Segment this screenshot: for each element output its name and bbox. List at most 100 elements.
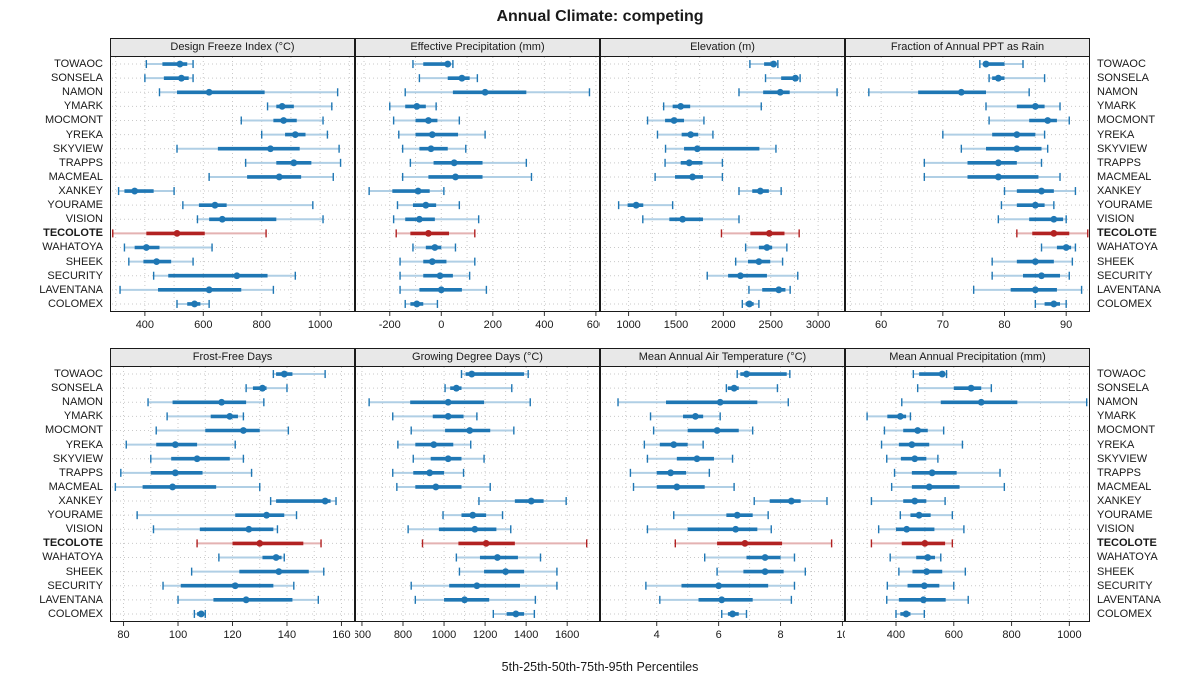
station-label-skyview: SKYVIEW xyxy=(52,142,103,155)
median-dot xyxy=(920,582,928,590)
percentile-interval-xankey xyxy=(269,497,337,506)
percentile-interval-ymark xyxy=(985,102,1061,111)
station-label-laventana: LAVENTANA xyxy=(1097,593,1161,606)
median-dot xyxy=(233,272,241,280)
median-dot xyxy=(921,539,929,547)
station-label-sonsela: SONSELA xyxy=(1097,382,1149,395)
x-axis: -200 0 200 400 600 xyxy=(379,312,600,331)
station-label-mocmont: MOCMONT xyxy=(1097,424,1156,437)
percentile-interval-mocmont xyxy=(240,116,324,125)
station-label-colomex: COLOMEX xyxy=(1097,607,1153,620)
median-dot xyxy=(473,582,481,590)
percentile-interval-trapps xyxy=(893,468,1001,477)
percentile-interval-mocmont xyxy=(883,426,945,435)
median-dot xyxy=(733,511,741,519)
panel-plot xyxy=(112,57,353,311)
station-labels-left: TOWAOC SONSELA NAMON YMARK MOCMONT YREKA SKYVI… xyxy=(26,38,110,311)
median-dot xyxy=(761,568,769,576)
median-dot xyxy=(169,483,176,491)
median-dot xyxy=(193,455,201,463)
percentile-interval-yreka xyxy=(656,130,714,139)
tick-label: 2500 xyxy=(758,319,782,331)
tick-label: 1000 xyxy=(616,319,640,331)
percentile-interval-security xyxy=(991,271,1070,280)
percentile-interval-yourame xyxy=(899,511,954,520)
median-dot xyxy=(426,469,434,477)
tick-label: 800 xyxy=(1002,629,1020,641)
percentile-interval-security xyxy=(410,581,558,590)
median-dot xyxy=(632,201,640,209)
median-dot xyxy=(776,88,784,96)
percentile-interval-skyview xyxy=(150,454,245,463)
median-dot xyxy=(218,215,226,223)
tick-label: 200 xyxy=(484,319,502,331)
percentile-interval-ymark xyxy=(266,102,333,111)
percentile-interval-towaoc xyxy=(460,370,529,379)
percentile-interval-namon xyxy=(868,88,1030,97)
median-dot xyxy=(763,244,771,251)
median-dot xyxy=(730,384,738,392)
panel-growing-degree-days-c-: Growing Degree Days (°C) 600 800 1000 1200 14… xyxy=(355,348,600,652)
percentile-interval-security xyxy=(886,581,955,590)
station-label-security: SECURITY xyxy=(1097,269,1153,282)
percentile-interval-sheek xyxy=(128,257,194,266)
percentile-interval-laventana xyxy=(177,595,320,604)
median-dot xyxy=(982,60,990,68)
percentile-interval-towaoc xyxy=(145,60,194,69)
percentile-interval-towaoc xyxy=(736,370,791,379)
tick-label: 400 xyxy=(535,319,553,331)
median-dot xyxy=(431,244,439,251)
tick-label: 90 xyxy=(1060,319,1072,331)
tick-label: 1600 xyxy=(555,629,579,641)
median-dot xyxy=(414,187,422,195)
station-label-tecolote: TECOLOTE xyxy=(1097,227,1157,240)
percentile-interval-tecolote xyxy=(870,539,954,548)
tick-label: 60 xyxy=(875,319,887,331)
median-dot xyxy=(263,511,270,519)
median-dot xyxy=(471,525,479,533)
facet-row-bottom: TOWAOC SONSELA NAMON YMARK MOCMONT YREKA SKYVI… xyxy=(26,348,1200,652)
panel-mean-annual-air-temperature-c-: Mean Annual Air Temperature (°C) 4 6 8 10 xyxy=(600,348,845,652)
percentile-interval-towaoc xyxy=(912,370,948,379)
percentile-interval-yreka xyxy=(125,440,236,449)
tick-label: 120 xyxy=(223,629,241,641)
tick-label: 600 xyxy=(194,319,212,331)
median-dot xyxy=(256,539,264,547)
median-dot xyxy=(718,596,726,604)
panel-header: Growing Degree Days (°C) xyxy=(356,349,599,367)
percentile-interval-tecolote xyxy=(720,229,800,238)
station-label-wahatoya: WAHATOYA xyxy=(1097,551,1158,564)
percentile-interval-wahatoya xyxy=(218,553,285,562)
median-dot xyxy=(413,300,421,308)
x-axis: 600 800 1000 1200 1400 1600 xyxy=(355,622,579,641)
median-dot xyxy=(761,554,769,561)
station-label-security: SECURITY xyxy=(47,269,103,282)
x-axis: 4 6 8 10 xyxy=(654,622,845,641)
percentile-interval-trapps xyxy=(244,158,342,167)
percentile-interval-security xyxy=(706,271,799,280)
percentile-interval-trapps xyxy=(409,158,528,167)
median-dot xyxy=(259,384,266,392)
percentile-interval-yourame xyxy=(136,511,298,520)
panel-header: Effective Precipitation (mm) xyxy=(356,39,599,57)
median-dot xyxy=(231,582,239,590)
median-dot xyxy=(275,173,283,181)
station-label-towaoc: TOWAOC xyxy=(54,58,103,70)
median-dot xyxy=(444,412,452,420)
median-dot xyxy=(1050,229,1058,237)
station-label-namon: NAMON xyxy=(1097,396,1138,409)
station-label-colomex: COLOMEX xyxy=(1097,297,1153,310)
panel-box: Growing Degree Days (°C) xyxy=(355,348,600,622)
median-dot xyxy=(291,131,299,139)
percentile-interval-towaoc xyxy=(749,60,779,69)
tick-label: 1000 xyxy=(432,629,456,641)
percentile-interval-colomex xyxy=(721,609,748,618)
panel-header: Mean Annual Precipitation (mm) xyxy=(846,349,1089,367)
station-label-mocmont: MOCMONT xyxy=(44,114,103,127)
tick-label: 600 xyxy=(587,319,600,331)
median-dot xyxy=(430,441,438,449)
median-dot xyxy=(428,131,436,139)
station-label-trapps: TRAPPS xyxy=(58,156,103,169)
station-label-xankey: XANKEY xyxy=(58,184,103,197)
